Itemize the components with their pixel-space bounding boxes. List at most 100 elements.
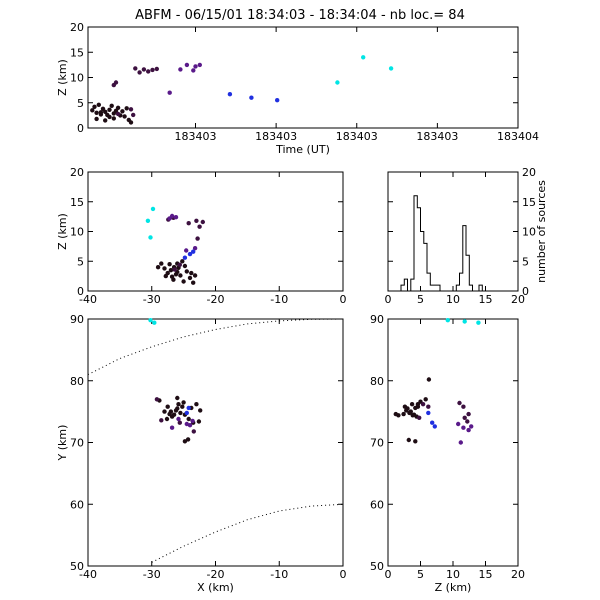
data-point	[169, 425, 175, 430]
data-point	[275, 98, 280, 103]
x-tick-label: -40	[79, 568, 97, 581]
data-point	[197, 224, 202, 229]
y-tick-label: 0	[522, 285, 529, 298]
data-point	[466, 427, 471, 433]
histogram-bar	[434, 285, 437, 291]
x-tick-label: -10	[270, 293, 288, 306]
data-point	[148, 235, 153, 240]
data-point	[197, 62, 202, 68]
data-point	[154, 66, 159, 72]
data-point	[194, 402, 199, 407]
data-point	[182, 255, 188, 260]
data-point	[92, 104, 97, 110]
x-tick-label: 20	[511, 293, 525, 306]
data-point	[178, 410, 183, 416]
x-tick-label: 0	[340, 568, 347, 581]
data-point	[181, 279, 186, 284]
histogram-bar	[424, 243, 427, 291]
data-point	[191, 429, 196, 434]
plot-frame	[87, 171, 344, 292]
x-tick-label: 183403	[416, 130, 458, 143]
data-point	[173, 215, 179, 220]
data-point	[415, 402, 421, 407]
data-point	[187, 275, 193, 281]
data-point	[186, 416, 191, 422]
y-tick-label: 0	[77, 285, 84, 298]
x-tick-label: 20	[511, 568, 525, 581]
data-point	[107, 114, 112, 120]
data-point	[109, 103, 114, 109]
histogram-bar	[414, 196, 417, 291]
data-point	[187, 251, 193, 257]
x-tick-label: -10	[270, 568, 288, 581]
data-point	[445, 318, 450, 323]
figure-title: ABFM - 06/15/01 18:34:03 - 18:34:04 - nb…	[135, 8, 465, 23]
data-point	[192, 273, 198, 278]
data-point	[150, 67, 155, 73]
x-axis-label: Time (UT)	[275, 143, 330, 156]
histogram-bar	[421, 232, 424, 292]
data-point	[90, 108, 95, 113]
data-point	[465, 419, 470, 424]
data-point	[180, 404, 185, 409]
data-point	[175, 395, 180, 401]
data-point	[426, 404, 431, 409]
x-tick-label: 15	[479, 293, 493, 306]
y-tick-label: 70	[370, 437, 384, 450]
data-point	[155, 265, 161, 270]
data-point	[186, 221, 191, 226]
data-point	[133, 66, 138, 71]
data-point	[159, 418, 164, 423]
y-axis-label: Z (km)	[56, 213, 69, 250]
data-point	[120, 109, 125, 114]
data-point	[167, 90, 172, 95]
data-point	[185, 437, 191, 442]
data-point	[186, 405, 191, 411]
data-point	[115, 111, 121, 117]
x-tick-label: -20	[207, 293, 225, 306]
x-tick-label: 10	[446, 568, 460, 581]
x-tick-label: 0	[340, 293, 347, 306]
x-tick-label: 183403	[255, 130, 297, 143]
plot-frame	[87, 318, 344, 567]
data-point	[430, 420, 435, 425]
data-point	[456, 421, 461, 427]
data-point	[388, 66, 394, 71]
y-tick-label: 90	[70, 313, 84, 326]
plot-frame	[87, 26, 519, 129]
data-point	[458, 440, 463, 445]
data-point	[162, 409, 167, 414]
x-tick-label: 183404	[497, 130, 539, 143]
data-point	[180, 259, 185, 264]
data-point	[181, 400, 186, 405]
y-tick-label: 5	[522, 255, 529, 268]
y-tick-label: 50	[70, 560, 84, 573]
data-point	[466, 411, 471, 417]
y-tick-label: 70	[70, 437, 84, 450]
data-point	[128, 120, 134, 125]
z-vs-x-panel: -40 -30 -20 -10 0 0 5 10 15 20 Z (km)	[56, 166, 347, 306]
data-point	[167, 411, 172, 417]
data-point	[361, 55, 366, 60]
data-point	[115, 105, 121, 111]
data-point	[162, 266, 167, 271]
data-point	[103, 118, 108, 123]
x-tick-label: 0	[385, 293, 392, 306]
data-point	[184, 269, 189, 274]
y-tick-label: 15	[70, 46, 84, 59]
x-tick-label: -30	[143, 568, 161, 581]
x-tick-label: -30	[143, 293, 161, 306]
data-point	[154, 397, 160, 402]
y-tick-label: 5	[77, 255, 84, 268]
data-point	[335, 80, 340, 85]
data-point	[122, 114, 127, 119]
data-point	[469, 424, 474, 429]
histogram-bar	[460, 273, 463, 291]
data-point	[176, 416, 181, 422]
data-point	[413, 439, 418, 444]
x-tick-label: -40	[79, 293, 97, 306]
data-point	[171, 277, 176, 282]
data-point	[393, 411, 398, 417]
